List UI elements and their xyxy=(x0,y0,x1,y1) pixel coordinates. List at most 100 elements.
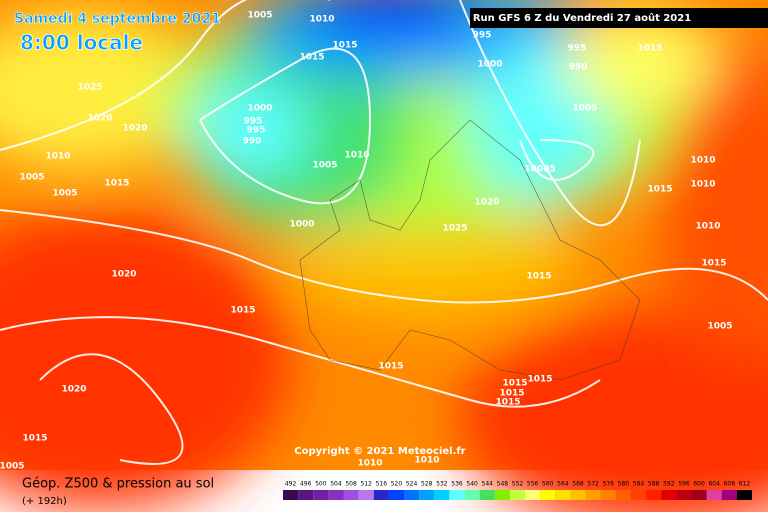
isobar-label: 1015 xyxy=(637,44,662,54)
legend-swatch xyxy=(691,490,707,500)
isobar-label: 1015 xyxy=(502,379,527,389)
legend-tick-label: 552 xyxy=(512,481,524,488)
isobar-label: 1025 xyxy=(77,83,102,93)
legend-swatch xyxy=(283,490,299,500)
isobar-label: 1025 xyxy=(442,224,467,234)
isobar-label: 1010 xyxy=(45,152,70,162)
isobar-label: 1010 xyxy=(357,459,382,469)
legend-tick-label: 584 xyxy=(633,481,645,488)
isobar-label: 1005 xyxy=(247,11,272,21)
legend-swatch xyxy=(540,490,556,500)
legend-tick-label: 572 xyxy=(587,481,599,488)
legend-tick-label: 524 xyxy=(406,481,418,488)
legend-swatch xyxy=(343,490,359,500)
isobar-label: 1005 xyxy=(312,161,337,171)
isobar-label: 1010 xyxy=(414,456,439,466)
legend-tick-label: 492 xyxy=(285,481,297,488)
isobar-label: 1005 xyxy=(0,462,25,472)
isobar-label: 1015 xyxy=(230,306,255,316)
isobar-label: 990 xyxy=(569,63,588,73)
isobar-label: 995 xyxy=(247,126,266,136)
legend-tick-label: 580 xyxy=(618,481,630,488)
isobar-label: 1015 xyxy=(378,362,403,372)
legend-swatch xyxy=(358,490,374,500)
isobar-label: 1020 xyxy=(111,270,136,280)
legend-tick-label: 516 xyxy=(376,481,388,488)
isobar-label: 1020 xyxy=(87,114,112,124)
legend-swatch xyxy=(615,490,631,500)
isobar-label: 1005 xyxy=(19,173,44,183)
legend-swatch xyxy=(479,490,495,500)
legend-tick-label: 528 xyxy=(421,481,433,488)
legend-swatch xyxy=(419,490,435,500)
isobar-label: 995 xyxy=(568,44,587,54)
run-info: Run GFS 6 Z du Vendredi 27 août 2021 xyxy=(473,12,691,24)
legend-swatch xyxy=(630,490,647,500)
legend-tick-label: 520 xyxy=(391,481,403,488)
isobar-label: 1015 xyxy=(527,375,552,385)
legend-swatch xyxy=(464,490,480,500)
isobar-label: 1010 xyxy=(690,180,715,190)
legend-swatch xyxy=(449,490,465,500)
legend-swatch xyxy=(736,490,752,500)
isobar-label: 995 xyxy=(244,117,263,127)
legend-swatch xyxy=(676,490,692,500)
legend-tick-label: 560 xyxy=(542,481,554,488)
legend-swatch xyxy=(404,490,420,500)
isobar-label: 1015 xyxy=(299,53,324,63)
isobar-label: 1015 xyxy=(495,398,520,408)
forecast-date: Samedi 4 septembre 2021 xyxy=(14,11,221,27)
legend-swatch xyxy=(646,490,662,500)
isobar-label: 1005 xyxy=(52,189,77,199)
copyright: Copyright © 2021 Meteociel.fr xyxy=(294,446,465,457)
legend-tick-label: 568 xyxy=(572,481,584,488)
isobar-label: 1005 xyxy=(707,322,732,332)
legend-tick-label: 500 xyxy=(315,481,327,488)
legend-swatch xyxy=(298,490,314,500)
legend-swatch xyxy=(388,490,405,500)
isobar-label: 1000 xyxy=(247,104,272,114)
legend-tick-label: 592 xyxy=(663,481,675,488)
isobar-label: 1015 xyxy=(526,272,551,282)
legend-swatch xyxy=(509,490,526,500)
legend-swatch xyxy=(706,490,722,500)
legend-swatch xyxy=(661,490,677,500)
legend-tick-label: 556 xyxy=(527,481,539,488)
isobar-label: 1000 xyxy=(289,220,314,230)
isobar-label: 1015 xyxy=(22,434,47,444)
legend-tick-label: 532 xyxy=(436,481,448,488)
legend-tick-label: 536 xyxy=(451,481,463,488)
isobar-label: 1010 xyxy=(695,222,720,232)
legend-tick-label: 600 xyxy=(693,481,705,488)
legend-tick-label: 504 xyxy=(330,481,342,488)
isobar-label: 1010 xyxy=(309,15,334,25)
legend-tick-label: 544 xyxy=(482,481,494,488)
legend-tick-label: 508 xyxy=(345,481,357,488)
legend-swatch xyxy=(585,490,601,500)
isobar-label: 1015 xyxy=(104,179,129,189)
isobar-label: 1020 xyxy=(61,385,86,395)
isobar-label: 1005 xyxy=(572,104,597,114)
run-banner xyxy=(470,8,768,28)
isobar-label: 1010 xyxy=(690,156,715,166)
isobar-label: 995 xyxy=(473,31,492,41)
footer-title: Géop. Z500 & pression au sol xyxy=(22,477,214,492)
isobar-label: 1015 xyxy=(499,389,524,399)
legend-tick-label: 576 xyxy=(603,481,615,488)
isobar-label: 1015 xyxy=(647,185,672,195)
isobar-label: 1015 xyxy=(332,41,357,51)
legend-swatch xyxy=(434,490,450,500)
legend-swatch xyxy=(555,490,571,500)
isobar-label: 1015 xyxy=(701,259,726,269)
isobar-label: 1020 xyxy=(474,198,499,208)
isobar-label: 1020 xyxy=(122,124,147,134)
legend-tick-label: 608 xyxy=(724,481,736,488)
isobar-label: 1010 xyxy=(344,151,369,161)
legend-tick-label: 548 xyxy=(497,481,509,488)
legend-tick-label: 512 xyxy=(360,481,372,488)
legend-swatch xyxy=(313,490,329,500)
legend-tick-label: 596 xyxy=(678,481,690,488)
legend-tick-label: 612 xyxy=(739,481,751,488)
